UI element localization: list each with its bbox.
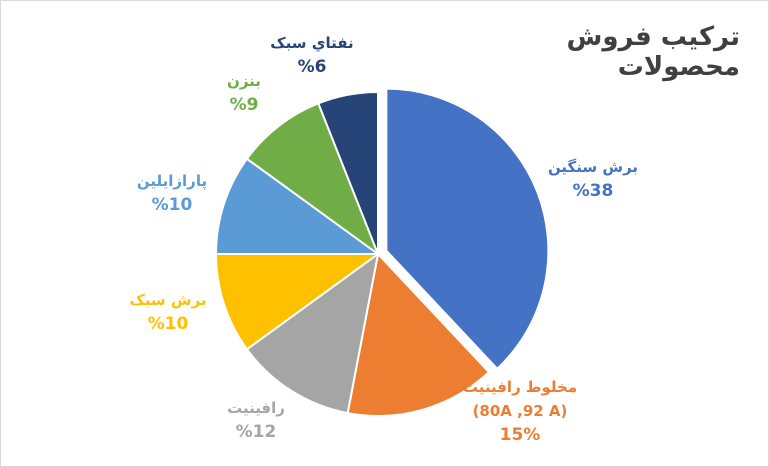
- pie-slice: [245, 251, 380, 415]
- pie-slice: [245, 102, 381, 257]
- slice-value-label: %10: [148, 314, 189, 334]
- pie-slice: [385, 87, 550, 371]
- slice-name-label: پارازايلين: [137, 172, 207, 191]
- pie-slice: [214, 253, 382, 351]
- slice-value-label: %12: [236, 422, 277, 442]
- slice-name-label: برش سنگين: [548, 158, 638, 176]
- slice-value-label: 15%: [500, 425, 541, 445]
- slice-name-label: رافينيت: [227, 399, 285, 417]
- pie-slice: [214, 157, 382, 255]
- chart-title: تركيب فروش محصولات: [566, 22, 740, 82]
- slice-name-label: نفتاي سبک: [270, 34, 353, 53]
- slice-value-label: %38: [573, 181, 614, 201]
- pie-slice: [317, 90, 379, 255]
- slice-value-label: %6: [298, 57, 327, 77]
- pie-slice: [346, 251, 491, 418]
- slice-name-label: برش سبک: [129, 291, 206, 309]
- slice-name-label: (80A ,92 A): [473, 402, 568, 420]
- slice-value-label: %9: [230, 95, 259, 115]
- slice-name-label: بنزن: [227, 72, 261, 90]
- slice-name-label: مخلوط رافينيت: [463, 378, 577, 396]
- slice-value-label: %10: [152, 195, 193, 215]
